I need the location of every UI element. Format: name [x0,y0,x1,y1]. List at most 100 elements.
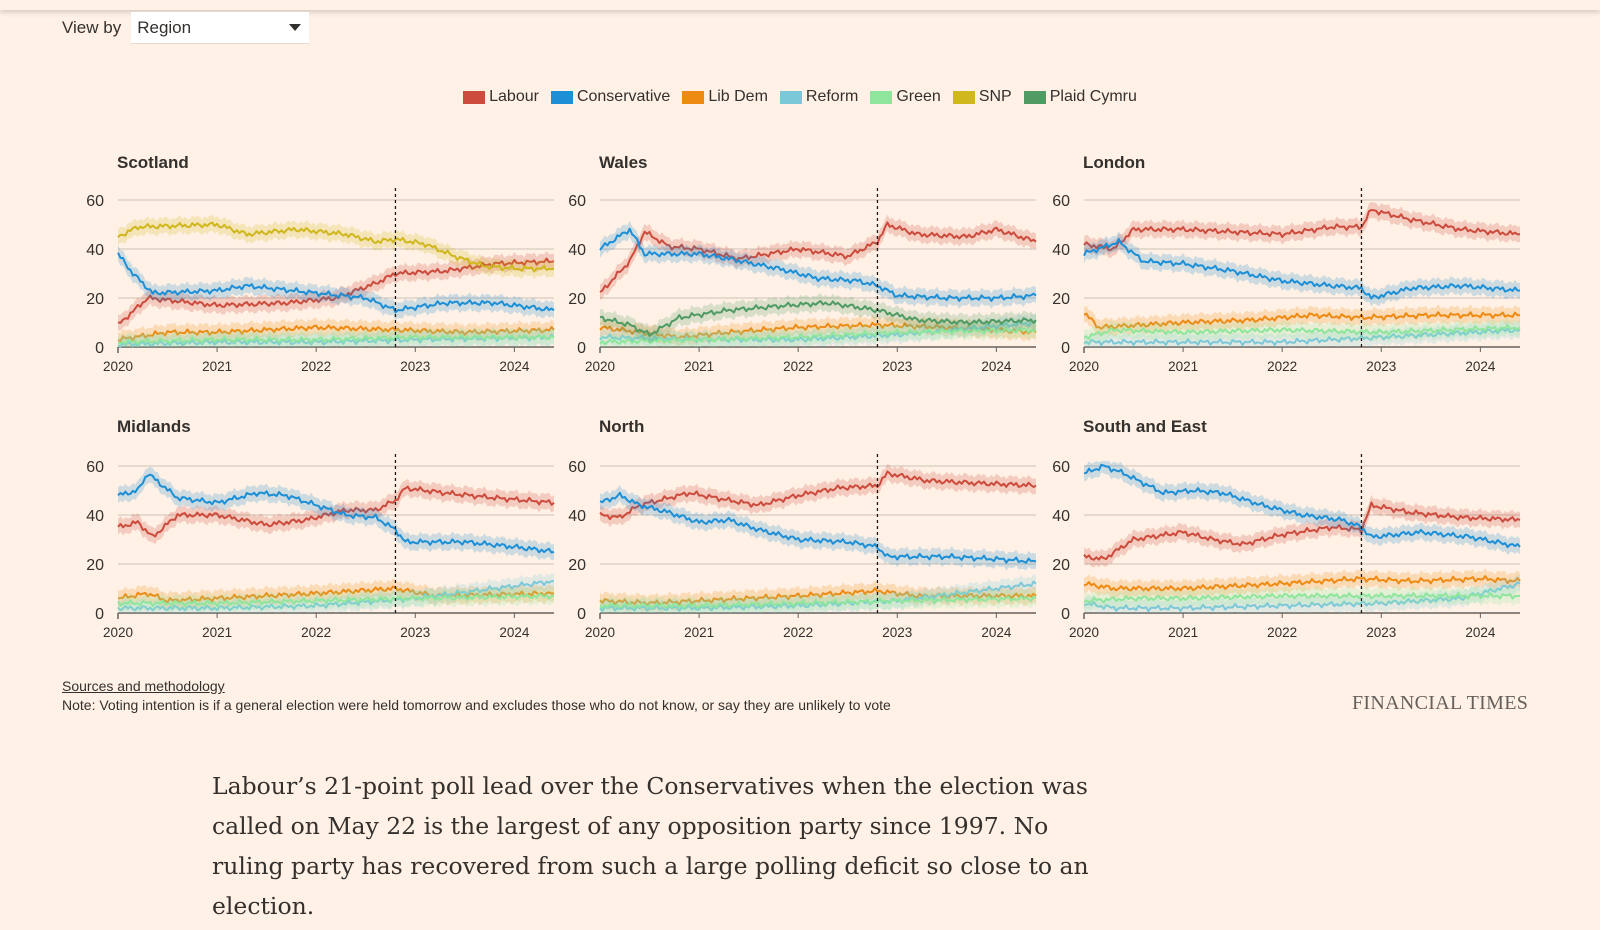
chart-scotland: Scotland 0 20 40 60 2020 2021 2022 2023 2024 [86,153,555,374]
legend-item-plaid-cymru: Plaid Cymru [1023,88,1137,106]
legend-item-green: Green [870,88,941,106]
x-tick-label: 2021 [202,625,232,640]
legend-label: Conservative [576,88,671,105]
series-line-reform [599,580,1037,612]
x-tick-label: 2022 [1267,359,1297,374]
y-tick-label: 0 [1061,606,1070,623]
legend-label: Plaid Cymru [1049,88,1137,105]
x-tick-label: 2023 [400,359,430,374]
band-reform [600,573,1036,613]
y-tick-label: 40 [86,242,104,259]
view-by-value: Region [137,17,192,37]
y-tick-label: 40 [1052,242,1070,259]
article-paragraph: Labour’s 21-point poll lead over the Con… [212,772,1089,920]
x-tick-label: 2024 [499,359,530,374]
series-line-green [117,333,555,346]
chart-title: Wales [599,153,648,172]
footnote: Note: Voting intention is if a general e… [62,697,891,713]
y-tick-label: 0 [577,340,586,357]
series-line-lib-dem [1083,575,1521,592]
x-tick-label: 2022 [783,359,813,374]
band-reform [600,313,1036,347]
series-line-labour [599,221,1037,293]
series-line-labour [599,470,1037,521]
y-tick-label: 60 [1052,459,1070,476]
legend-item-lib-dem: Lib Dem [682,88,768,106]
band-snp [118,214,554,280]
series-line-conservative [599,227,1037,302]
series-line-lib-dem [1083,311,1521,330]
series-line-green [117,593,554,608]
y-tick-label: 0 [1061,340,1070,357]
x-tick-label: 2020 [585,625,615,640]
x-tick-label: 2021 [1168,359,1198,374]
y-tick-label: 20 [1052,557,1070,574]
series-line-green [1083,591,1521,604]
y-tick-label: 0 [95,340,104,357]
band-green [118,327,554,347]
legend-label: Lib Dem [708,88,768,105]
y-tick-label: 60 [86,193,104,210]
x-tick-label: 2024 [499,625,530,640]
x-tick-label: 2023 [882,625,912,640]
series-line-green [599,326,1037,346]
chart-title: London [1083,153,1145,172]
x-tick-label: 2022 [301,625,331,640]
y-tick-label: 0 [95,606,104,623]
y-tick-label: 0 [577,606,586,623]
x-tick-label: 2023 [1366,625,1396,640]
view-by-control: View by Region [62,12,310,44]
x-tick-label: 2021 [1168,625,1198,640]
y-tick-label: 20 [86,291,104,308]
series-line-reform [117,333,555,348]
legend-item-snp: SNP [952,88,1012,106]
legend-label: Green [896,88,941,105]
series-line-reform [1083,581,1521,612]
y-tick-label: 40 [1052,508,1070,525]
chart-london: London 0 20 40 60 2020 2021 2022 2023 2024 [1052,153,1521,374]
band-conservative [118,244,554,321]
series-line-reform [117,580,555,612]
series-line-green [1083,324,1521,340]
x-tick-label: 2024 [1465,625,1496,640]
y-tick-label: 20 [568,291,586,308]
x-tick-label: 2021 [684,625,714,640]
x-tick-label: 2021 [202,359,232,374]
y-tick-label: 40 [86,508,104,525]
band-conservative [1084,231,1520,307]
y-tick-label: 60 [568,459,586,476]
x-tick-label: 2023 [400,625,430,640]
legend-label: Labour [489,88,539,105]
chart-title: South and East [1083,417,1207,436]
series-line-conservative [1083,463,1521,549]
legend-swatch [550,90,573,104]
series-line-labour [1083,501,1521,561]
x-tick-label: 2022 [783,625,813,640]
chart-south-and-east: South and East 0 20 40 60 2020 2021 2022 2023 202… [1052,417,1521,640]
legend-swatch [463,90,486,104]
legend-item-labour: Labour [463,88,539,106]
series-line-green [599,595,1037,610]
band-plaid-cymru [600,293,1036,344]
band-green [1084,317,1520,347]
chart-title: Scotland [117,153,189,172]
legend-swatch [870,90,893,104]
band-lib-dem [118,578,554,611]
y-tick-label: 60 [1052,193,1070,210]
x-tick-label: 2022 [1267,625,1297,640]
series-line-lib-dem [117,324,555,342]
chart-wales: Wales 0 20 40 60 2020 2021 2022 2023 2024 [568,153,1037,374]
sources-methodology-link[interactable]: Sources and methodology [62,678,225,694]
x-tick-label: 2023 [1366,359,1396,374]
chart-legend: Labour Conservative Lib Dem Reform Green SNP P… [0,88,1600,106]
chart-title: Midlands [117,417,191,436]
legend-item-reform: Reform [779,88,858,106]
chart-north: North 0 20 40 60 2020 2021 2022 2023 2024 [568,417,1037,640]
x-tick-label: 2022 [301,359,331,374]
x-tick-label: 2020 [1069,359,1099,374]
y-tick-label: 40 [568,508,586,525]
band-green [1084,585,1520,611]
view-by-select[interactable]: Region [131,12,310,44]
series-line-plaid-cymru [599,300,1037,337]
series-line-conservative [117,252,555,314]
